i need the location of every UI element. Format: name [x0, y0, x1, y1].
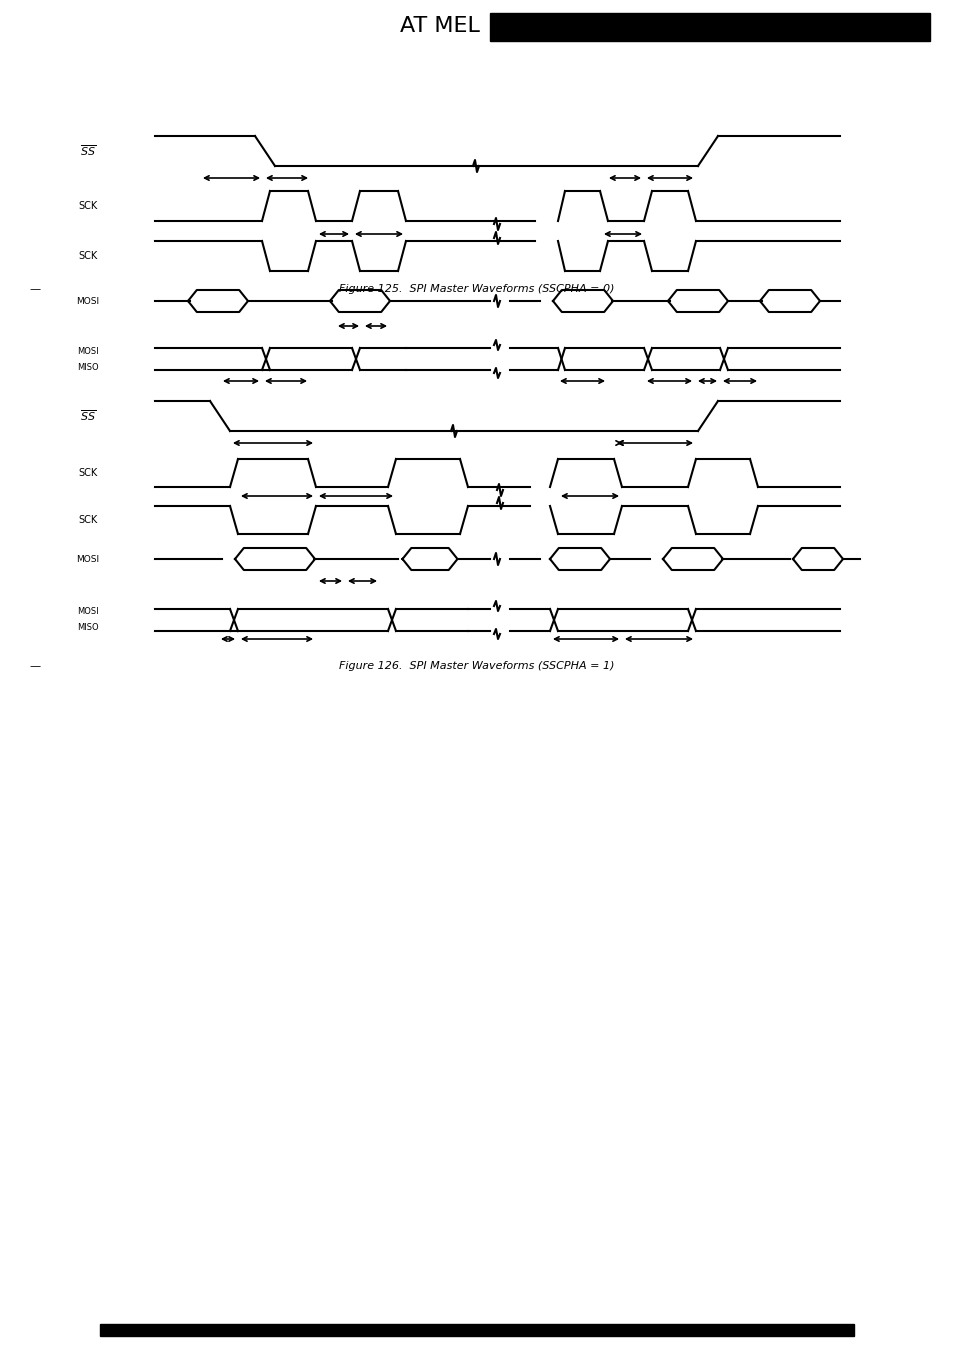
Polygon shape — [760, 290, 820, 312]
Text: —: — — [30, 284, 41, 295]
Polygon shape — [792, 549, 842, 570]
Text: MISO: MISO — [77, 362, 99, 372]
Text: Figure 125.  SPI Master Waveforms (SSCPHA = 0): Figure 125. SPI Master Waveforms (SSCPHA… — [339, 284, 614, 295]
Text: —: — — [30, 661, 41, 671]
Text: MISO: MISO — [77, 624, 99, 632]
Bar — [490, 14, 929, 41]
Polygon shape — [188, 290, 248, 312]
Polygon shape — [550, 549, 609, 570]
Polygon shape — [402, 549, 457, 570]
Text: MOSI: MOSI — [76, 296, 99, 305]
Bar — [100, 1324, 853, 1336]
Text: MOSI: MOSI — [76, 554, 99, 563]
Polygon shape — [553, 290, 613, 312]
Polygon shape — [234, 549, 314, 570]
Text: MOSI: MOSI — [77, 608, 99, 616]
Text: SCK: SCK — [78, 201, 97, 211]
Text: SCK: SCK — [78, 251, 97, 261]
Text: MOSI: MOSI — [77, 346, 99, 355]
Text: AT MEL: AT MEL — [399, 16, 479, 36]
Text: SCK: SCK — [78, 467, 97, 478]
Polygon shape — [667, 290, 727, 312]
Text: Figure 126.  SPI Master Waveforms (SSCPHA = 1): Figure 126. SPI Master Waveforms (SSCPHA… — [339, 661, 614, 671]
Polygon shape — [330, 290, 390, 312]
Text: SCK: SCK — [78, 515, 97, 526]
Text: $\overline{SS}$: $\overline{SS}$ — [80, 143, 96, 158]
Text: $\overline{SS}$: $\overline{SS}$ — [80, 409, 96, 423]
Polygon shape — [662, 549, 722, 570]
